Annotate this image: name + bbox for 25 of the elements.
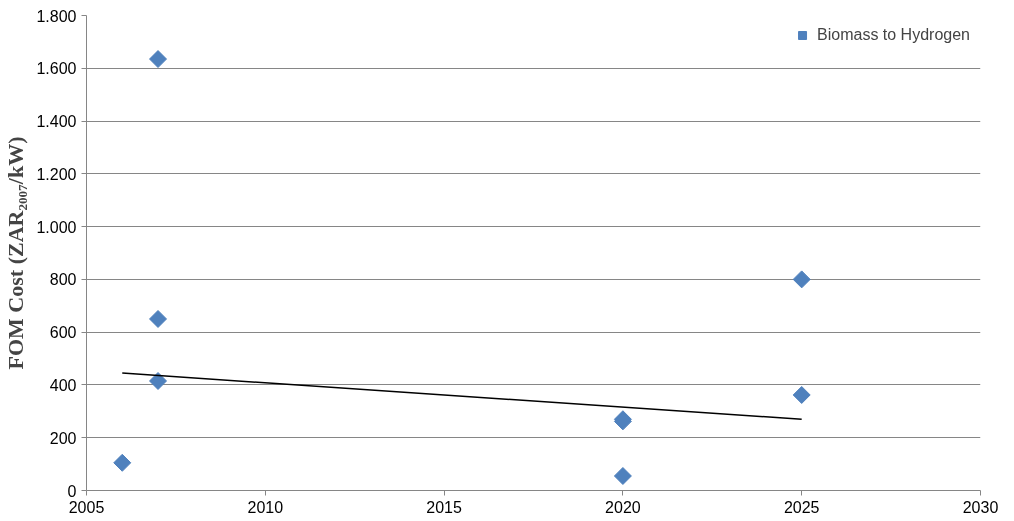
y-tick-label: 1.200 xyxy=(36,165,77,183)
point xyxy=(792,270,811,289)
point xyxy=(149,309,168,328)
point xyxy=(149,50,168,69)
y-axis-title: FOM Cost (ZAR₂₀₀₇/kW) xyxy=(3,136,29,370)
point xyxy=(113,453,132,472)
y-tick-label: 0 xyxy=(67,482,77,500)
legend-label: Biomass to Hydrogen xyxy=(817,26,970,44)
y-tick-label: 1.800 xyxy=(36,7,77,25)
x-tick-label: 2030 xyxy=(962,498,999,516)
y-tick-label: 200 xyxy=(49,429,77,447)
y-tick-label: 600 xyxy=(49,324,77,342)
x-tick-label: 2025 xyxy=(783,498,820,516)
y-tick-label: 800 xyxy=(49,271,77,289)
y-tick-label: 1.600 xyxy=(36,60,77,78)
point xyxy=(149,372,168,390)
y-tick-label: 1.400 xyxy=(36,113,77,131)
x-tick-label: 2020 xyxy=(605,498,641,516)
point xyxy=(613,467,632,485)
point xyxy=(792,385,811,404)
x-tick-label: 2010 xyxy=(247,498,284,516)
y-tick-label: 1.000 xyxy=(36,218,77,236)
x-tick-label: 2015 xyxy=(426,498,462,516)
y-tick-label: 400 xyxy=(49,376,77,394)
x-tick-label: 2005 xyxy=(68,498,105,516)
